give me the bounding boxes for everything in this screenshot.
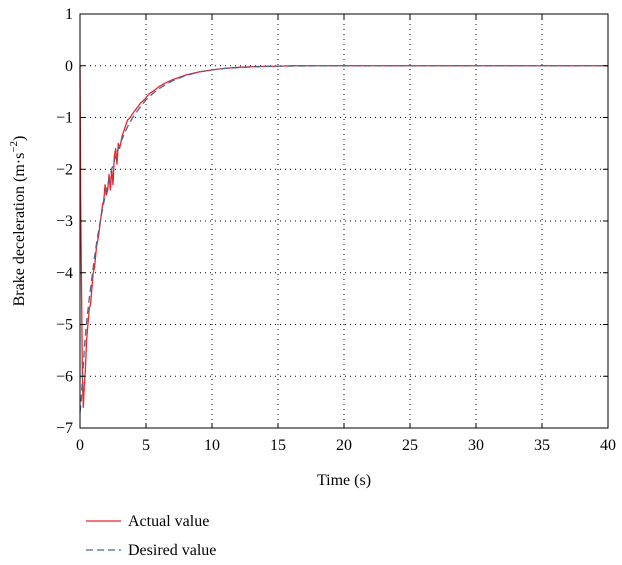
- y-tick-label: −7: [56, 420, 73, 437]
- y-axis-label-superscript: −2: [8, 141, 20, 153]
- y-tick-label: 0: [65, 58, 73, 75]
- y-tick-label: −2: [56, 161, 73, 178]
- y-tick-label: −3: [56, 213, 73, 230]
- y-tick-label: −5: [56, 317, 73, 334]
- x-tick-label: 20: [336, 437, 352, 454]
- y-tick-label: −1: [56, 110, 73, 127]
- x-tick-label: 40: [600, 437, 616, 454]
- y-axis-label-close: ): [11, 136, 28, 141]
- y-tick-label: 1: [65, 6, 73, 23]
- x-tick-label: 0: [76, 437, 84, 454]
- y-axis-label: Brake deceleration (m·s−2): [8, 136, 28, 307]
- series-line-actual-value: [79, 65, 608, 408]
- legend: Actual value Desired value: [86, 513, 216, 559]
- y-axis-label-main: Brake deceleration (m·s: [11, 153, 28, 307]
- x-tick-label: 25: [402, 437, 418, 454]
- x-tick-label: 15: [270, 437, 286, 454]
- series-layer: [79, 65, 608, 413]
- legend-label-desired-value: Desired value: [128, 542, 216, 559]
- grid-lines: [80, 14, 608, 428]
- x-axis-label: Time (s): [317, 472, 371, 489]
- x-tick-label: 10: [204, 437, 220, 454]
- series-line-desired-value: [79, 65, 608, 413]
- plot-frame: [79, 13, 609, 429]
- x-tick-label: 5: [142, 437, 150, 454]
- y-tick-label: −4: [56, 265, 73, 282]
- y-tick-label: −6: [56, 368, 73, 385]
- legend-label-actual-value: Actual value: [128, 513, 209, 530]
- x-tick-label: 30: [468, 437, 484, 454]
- x-tick-label: 35: [534, 437, 550, 454]
